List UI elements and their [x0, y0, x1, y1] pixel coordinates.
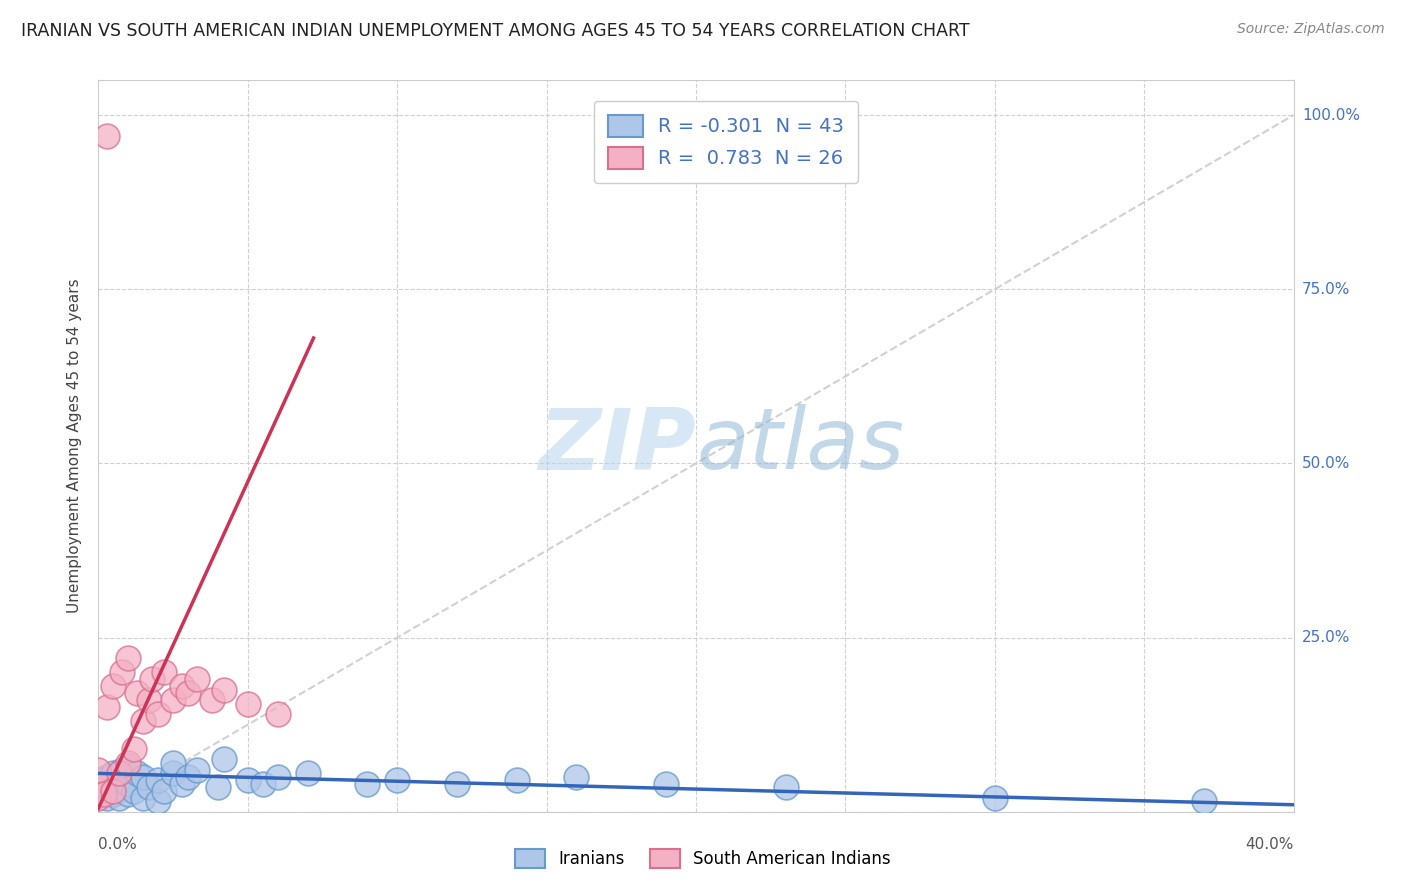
Point	[111, 665, 134, 680]
Point	[96, 700, 118, 714]
Point	[87, 777, 110, 791]
Point	[108, 766, 131, 780]
Point	[108, 790, 131, 805]
Point	[96, 128, 118, 143]
Point	[177, 686, 200, 700]
Point	[1192, 794, 1215, 808]
Point	[96, 770, 118, 784]
Point	[124, 784, 146, 798]
Legend: Iranians, South American Indians: Iranians, South American Indians	[509, 842, 897, 875]
Point	[132, 714, 155, 728]
Text: 75.0%: 75.0%	[1302, 282, 1350, 297]
Point	[87, 784, 110, 798]
Point	[103, 784, 125, 798]
Point	[186, 763, 208, 777]
Text: 0.0%: 0.0%	[98, 837, 138, 852]
Point	[132, 770, 155, 784]
Text: 100.0%: 100.0%	[1302, 108, 1360, 122]
Point	[506, 773, 529, 788]
Y-axis label: Unemployment Among Ages 45 to 54 years: Unemployment Among Ages 45 to 54 years	[67, 278, 83, 614]
Text: 40.0%: 40.0%	[1246, 837, 1294, 852]
Point	[186, 673, 208, 687]
Point	[356, 777, 378, 791]
Point	[87, 773, 110, 788]
Point	[127, 766, 149, 780]
Point	[162, 766, 184, 780]
Text: atlas: atlas	[696, 404, 904, 488]
Point	[446, 777, 468, 791]
Text: 50.0%: 50.0%	[1302, 456, 1350, 471]
Legend: R = -0.301  N = 43, R =  0.783  N = 26: R = -0.301 N = 43, R = 0.783 N = 26	[593, 101, 858, 183]
Point	[96, 790, 118, 805]
Point	[117, 759, 139, 773]
Point	[984, 790, 1007, 805]
Point	[148, 707, 170, 722]
Point	[655, 777, 678, 791]
Point	[565, 770, 588, 784]
Text: Source: ZipAtlas.com: Source: ZipAtlas.com	[1237, 22, 1385, 37]
Point	[162, 756, 184, 770]
Point	[267, 770, 290, 784]
Point	[141, 673, 163, 687]
Point	[103, 787, 125, 801]
Point	[297, 766, 319, 780]
Point	[87, 787, 110, 801]
Point	[138, 693, 160, 707]
Point	[177, 770, 200, 784]
Point	[153, 784, 176, 798]
Point	[212, 752, 235, 766]
Point	[267, 707, 290, 722]
Text: 25.0%: 25.0%	[1302, 630, 1350, 645]
Point	[236, 773, 259, 788]
Point	[117, 651, 139, 665]
Point	[87, 777, 110, 791]
Point	[108, 773, 131, 788]
Point	[127, 686, 149, 700]
Point	[385, 773, 409, 788]
Point	[172, 679, 194, 693]
Text: IRANIAN VS SOUTH AMERICAN INDIAN UNEMPLOYMENT AMONG AGES 45 TO 54 YEARS CORRELAT: IRANIAN VS SOUTH AMERICAN INDIAN UNEMPLO…	[21, 22, 970, 40]
Point	[207, 780, 229, 795]
Point	[111, 763, 134, 777]
Point	[148, 773, 170, 788]
Point	[87, 790, 110, 805]
Point	[117, 787, 139, 801]
Point	[148, 794, 170, 808]
Point	[132, 790, 155, 805]
Point	[93, 787, 115, 801]
Point	[201, 693, 224, 707]
Text: ZIP: ZIP	[538, 404, 696, 488]
Point	[117, 777, 139, 791]
Point	[172, 777, 194, 791]
Point	[252, 777, 274, 791]
Point	[236, 697, 259, 711]
Point	[117, 756, 139, 770]
Point	[124, 742, 146, 756]
Point	[87, 780, 110, 795]
Point	[103, 679, 125, 693]
Point	[162, 693, 184, 707]
Point	[775, 780, 797, 795]
Point	[153, 665, 176, 680]
Point	[212, 682, 235, 697]
Point	[138, 780, 160, 795]
Point	[87, 763, 110, 777]
Point	[103, 766, 125, 780]
